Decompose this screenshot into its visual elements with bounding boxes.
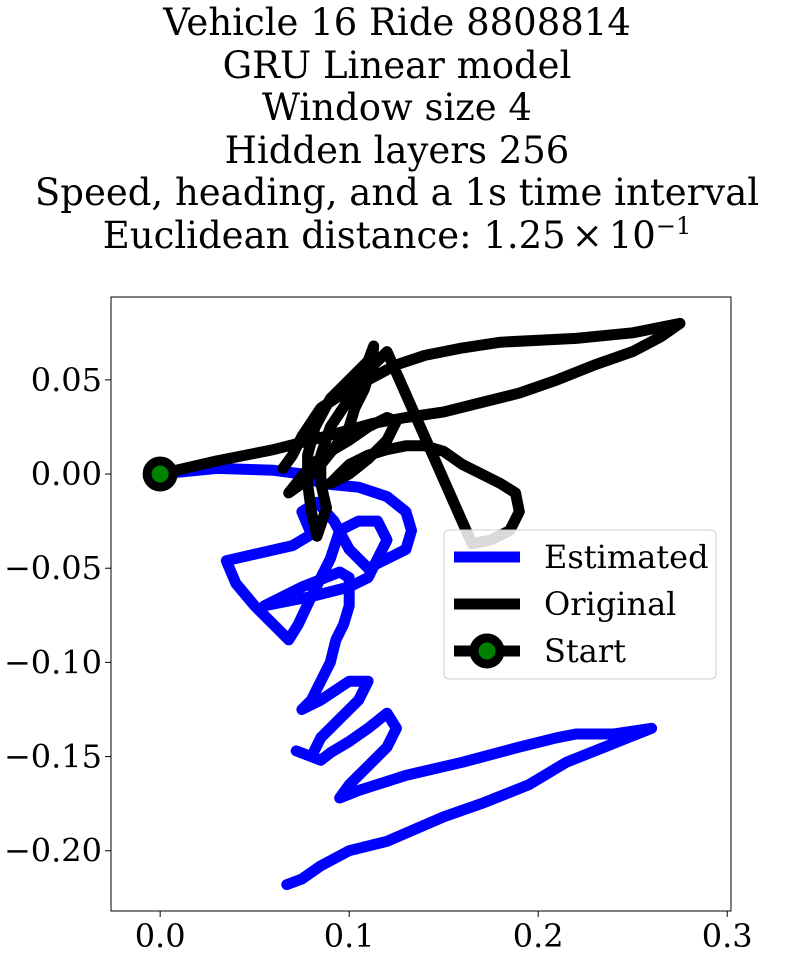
legend: Estimated Original Start — [443, 529, 717, 680]
title-line: Hidden layers 256 — [224, 128, 570, 172]
y-tick-label: −0.05 — [4, 549, 102, 587]
x-tick-label: 0.1 — [324, 917, 375, 955]
distance-mantissa: 1.25 — [483, 213, 566, 257]
distance-exponent: −1 — [655, 211, 692, 240]
start-marker — [142, 456, 178, 492]
chart-title: Vehicle 16 Ride 8808814 GRU Linear model… — [0, 1, 794, 258]
legend-label: Original — [544, 585, 676, 623]
legend-label: Start — [544, 632, 626, 670]
title-distance-line: Euclidean distance: 1.25 × 10−1 — [0, 211, 794, 258]
plot-frame — [110, 296, 732, 912]
legend-swatch-marker — [469, 633, 505, 669]
title-line: Vehicle 16 Ride 8808814 — [163, 1, 631, 44]
plot-series — [142, 317, 686, 891]
x-axis: 0.0 0.1 0.2 0.3 — [135, 911, 753, 955]
distance-base: 10 — [608, 213, 656, 257]
legend-box — [443, 529, 717, 680]
legend-label: Estimated — [544, 538, 709, 576]
y-tick-label: 0.00 — [31, 455, 102, 493]
title-line: Speed, heading, and a 1s time interval — [34, 171, 760, 215]
distance-times: × — [571, 213, 603, 257]
y-tick-label: −0.15 — [4, 738, 102, 776]
y-tick-label: −0.20 — [4, 832, 102, 870]
x-tick-label: 0.0 — [135, 917, 186, 955]
title-line: Window size 4 — [262, 86, 532, 130]
series-original-line — [154, 317, 686, 550]
y-tick-label: 0.05 — [31, 361, 102, 399]
y-tick-label: −0.10 — [4, 643, 102, 681]
y-axis: 0.05 0.00 −0.05 −0.10 −0.15 −0.20 — [4, 361, 111, 870]
title-line: GRU Linear model — [222, 43, 572, 87]
x-tick-label: 0.3 — [702, 917, 753, 955]
distance-prefix: Euclidean distance: — [102, 213, 484, 257]
x-tick-label: 0.2 — [513, 917, 564, 955]
